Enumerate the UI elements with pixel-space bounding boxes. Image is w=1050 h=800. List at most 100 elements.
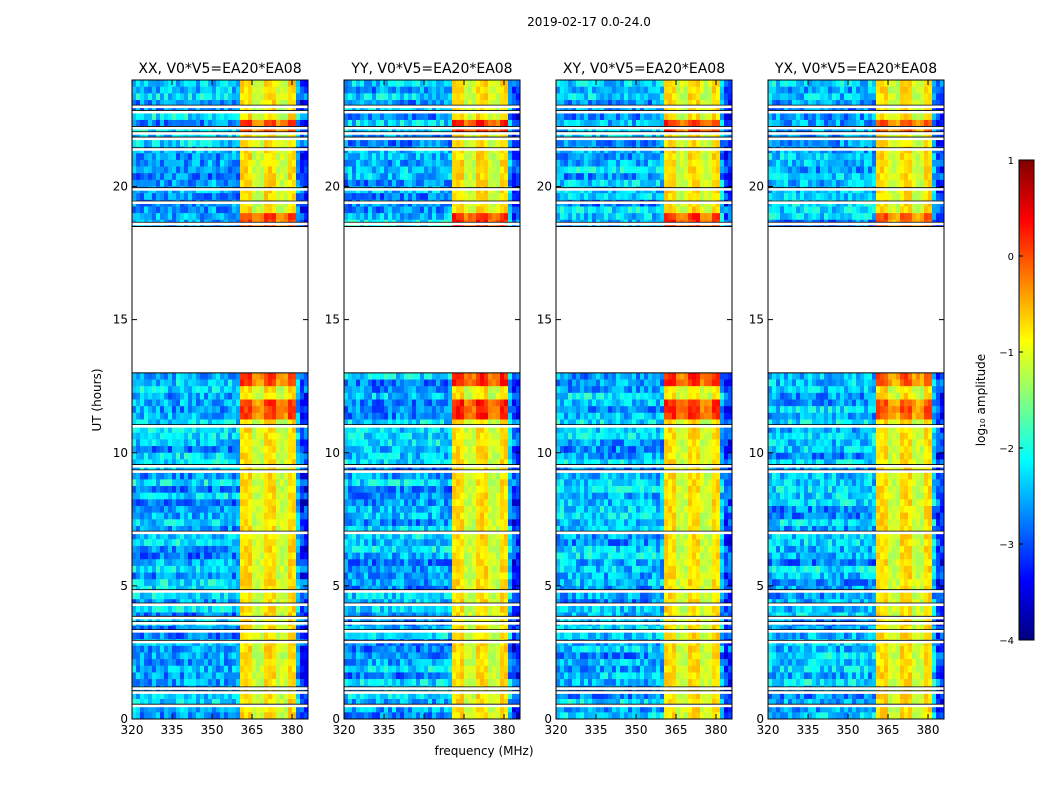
heatmap-cell [272, 126, 277, 134]
heatmap-cell [144, 446, 149, 454]
heatmap-cell [292, 119, 297, 127]
heatmap-cell [432, 372, 437, 380]
heatmap-cell [376, 193, 381, 201]
heatmap-cell [396, 86, 401, 94]
heatmap-cell [224, 692, 229, 700]
heatmap-cell [296, 406, 301, 414]
heatmap-cell [136, 499, 141, 507]
heatmap-cell [156, 179, 161, 187]
heatmap-cell [240, 525, 245, 533]
heatmap-cell [436, 126, 441, 134]
heatmap-cell [360, 166, 365, 174]
heatmap-cell [296, 99, 301, 107]
heatmap-cell [132, 119, 137, 127]
heatmap-cell [168, 426, 173, 434]
heatmap-cell [192, 572, 197, 580]
heatmap-cell [232, 652, 237, 660]
heatmap-cell [428, 166, 433, 174]
heatmap-cell [456, 173, 461, 181]
heatmap-cell [260, 193, 265, 201]
heatmap-cell [192, 86, 197, 94]
heatmap-cell [380, 472, 385, 480]
heatmap-cell [516, 93, 521, 101]
heatmap-cell [204, 412, 209, 420]
heatmap-cell [368, 379, 373, 387]
heatmap-cell [492, 386, 497, 394]
heatmap-cell [152, 679, 157, 687]
heatmap-cell [132, 665, 137, 673]
heatmap-cell [140, 472, 145, 480]
heatmap-cell [260, 679, 265, 687]
heatmap-cell [352, 379, 357, 387]
heatmap-cell [220, 672, 225, 680]
heatmap-cell [284, 632, 289, 640]
heatmap-cell [296, 692, 301, 700]
heatmap-cell [284, 419, 289, 427]
heatmap-cell [420, 452, 425, 460]
heatmap-cell [288, 592, 293, 600]
heatmap-cell [304, 446, 309, 454]
heatmap-cell [208, 139, 213, 147]
heatmap-cell [240, 492, 245, 500]
heatmap-cell [284, 525, 289, 533]
heatmap-cell [496, 153, 501, 161]
heatmap-cell [272, 80, 277, 87]
heatmap-cell [196, 665, 201, 673]
heatmap-cell [476, 392, 481, 400]
heatmap-cell [352, 159, 357, 167]
heatmap-cell [288, 632, 293, 640]
heatmap-cell [508, 439, 513, 447]
heatmap-cell [300, 80, 305, 87]
heatmap-cell [384, 213, 389, 221]
heatmap-cell [148, 705, 153, 713]
heatmap-cell [212, 659, 217, 667]
heatmap-cell [164, 372, 169, 380]
heatmap-cell [412, 399, 417, 407]
heatmap-cell [228, 193, 233, 201]
heatmap-cell [488, 213, 493, 221]
heatmap-cell [296, 392, 301, 400]
heatmap-cell [460, 80, 465, 87]
heatmap-cell [296, 479, 301, 487]
heatmap-cell [184, 486, 189, 493]
heatmap-cell [480, 126, 485, 134]
heatmap-cell [232, 486, 237, 493]
heatmap-cell [188, 499, 193, 507]
heatmap-cell [232, 399, 237, 407]
heatmap-cell [260, 206, 265, 214]
heatmap-cell [232, 692, 237, 700]
heatmap-cell [268, 166, 273, 174]
heatmap-cell [348, 472, 353, 480]
heatmap-cell [132, 525, 137, 533]
heatmap-cell [212, 126, 217, 134]
heatmap-cell [392, 86, 397, 94]
heatmap-cell [152, 372, 157, 380]
flagged-row [132, 616, 308, 620]
heatmap-cell [252, 126, 257, 134]
heatmap-cell [184, 193, 189, 201]
heatmap-cell [380, 372, 385, 380]
heatmap-cell [200, 605, 205, 613]
heatmap-cell [160, 592, 165, 600]
heatmap-cell [368, 412, 373, 420]
heatmap-cell [192, 659, 197, 667]
heatmap-cell [300, 166, 305, 174]
heatmap-cell [172, 392, 177, 400]
heatmap-cell [160, 153, 165, 161]
heatmap-cell [196, 532, 201, 540]
heatmap-cell [288, 379, 293, 387]
heatmap-cell [132, 565, 137, 573]
heatmap-cell [252, 659, 257, 667]
heatmap-cell [388, 153, 393, 161]
heatmap-cell [184, 126, 189, 134]
heatmap-cell [184, 559, 189, 567]
heatmap-cell [184, 432, 189, 440]
heatmap-cell [164, 139, 169, 147]
heatmap-cell [448, 139, 453, 147]
heatmap-cell [284, 459, 289, 467]
heatmap-cell [300, 532, 305, 540]
heatmap-cell [156, 565, 161, 573]
heatmap-cell [204, 86, 209, 94]
heatmap-cell [488, 419, 493, 427]
heatmap-cell [172, 459, 177, 467]
